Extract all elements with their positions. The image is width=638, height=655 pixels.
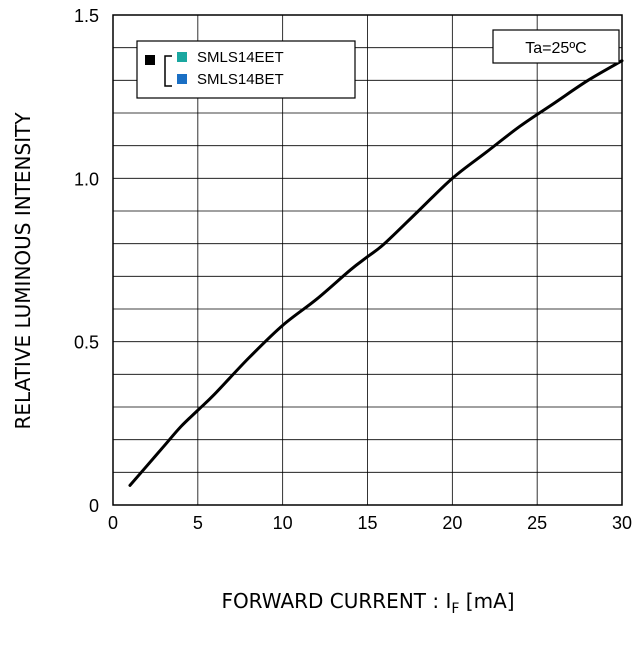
y-tick-label: 1.0 — [74, 169, 99, 189]
legend-label-smls14eet: SMLS14EET — [197, 49, 284, 66]
plot-frame — [112, 14, 623, 506]
x-tick-label: 5 — [193, 513, 203, 533]
x-tick-label: 0 — [108, 513, 118, 533]
y-tick-label: 0 — [89, 496, 99, 516]
tick-labels: 0 5 10 15 20 25 30 0 0.5 1.0 1.5 — [74, 6, 632, 533]
x-axis-title: FORWARD CURRENT : IF [mA] — [221, 589, 514, 617]
x-tick-label: 25 — [527, 513, 547, 533]
grid-lines — [112, 15, 623, 505]
legend-bracket — [164, 55, 172, 87]
condition-box: Ta=25ºC — [492, 29, 620, 64]
y-tick-label: 1.5 — [74, 6, 99, 26]
legend-swatch-smls14bet — [177, 74, 187, 84]
x-tick-label: 10 — [273, 513, 293, 533]
legend: SMLS14EET SMLS14BET — [136, 40, 356, 99]
legend-box — [136, 40, 356, 99]
x-axis-title-unit: [mA] — [459, 589, 514, 613]
condition-label: Ta=25ºC — [525, 40, 586, 57]
series-layer — [128, 59, 624, 487]
legend-label-smls14bet: SMLS14BET — [197, 71, 284, 88]
x-tick-label: 15 — [357, 513, 377, 533]
y-tick-label: 0.5 — [74, 333, 99, 353]
x-axis-title-main: FORWARD CURRENT : I — [221, 589, 451, 613]
y-axis-title: RELATIVE LUMINOUS INTENSITY — [11, 112, 35, 430]
series-line-0 — [128, 59, 624, 487]
condition-box-frame — [492, 29, 620, 64]
legend-group-swatch — [145, 55, 155, 65]
x-tick-label: 20 — [442, 513, 462, 533]
legend-swatch-smls14eet — [177, 52, 187, 62]
x-axis-title-subscript: F — [451, 601, 459, 617]
x-tick-label: 30 — [612, 513, 632, 533]
